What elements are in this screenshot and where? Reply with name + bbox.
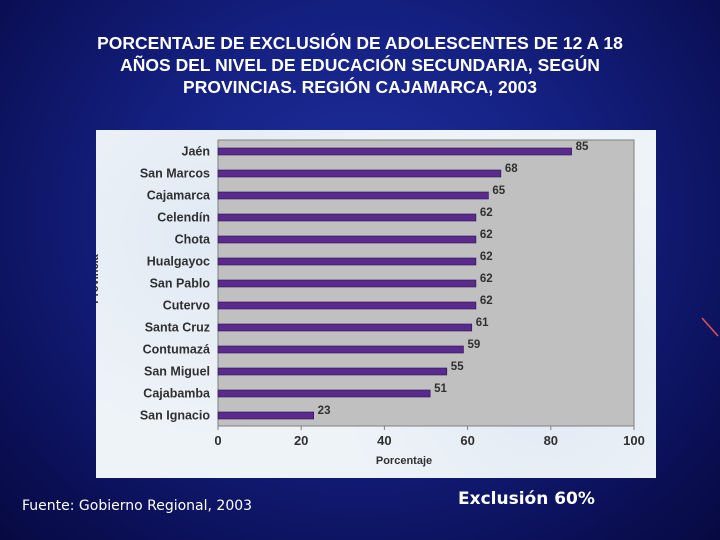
- x-tick-label: 100: [623, 433, 645, 448]
- data-label: 62: [480, 273, 493, 285]
- bar: [217, 389, 431, 398]
- title-line-3: PROVINCIAS. REGIÓN CAJAMARCA, 2003: [183, 77, 537, 97]
- bar: [217, 257, 477, 266]
- category-label: Cutervo: [163, 299, 211, 313]
- bar: [217, 191, 489, 200]
- category-label: Santa Cruz: [145, 321, 210, 335]
- data-label: 62: [480, 295, 493, 307]
- slide-title: PORCENTAJE DE EXCLUSIÓN DE ADOLESCENTES …: [30, 32, 690, 98]
- bar-chart: Jaén 85 San Marcos 68 Cajamarca 65 Celendín 62 C…: [96, 139, 645, 467]
- bar: [217, 367, 448, 376]
- x-tick-label: 80: [544, 433, 558, 448]
- x-tick-label: 40: [377, 433, 391, 448]
- exclusion-summary: Exclusión 60%: [458, 489, 595, 509]
- category-label: Contumazá: [143, 343, 210, 357]
- chart-panel: Jaén 85 San Marcos 68 Cajamarca 65 Celendín 62 C…: [96, 130, 656, 478]
- category-label: San Pablo: [150, 277, 211, 291]
- data-label: 62: [480, 229, 493, 241]
- bar: [217, 147, 572, 156]
- x-tick-label: 0: [214, 433, 221, 448]
- category-label: Cajabamba: [143, 387, 211, 401]
- category-label: San Ignacio: [140, 409, 211, 423]
- bar: [217, 235, 477, 244]
- x-tick-label: 20: [294, 433, 308, 448]
- category-label: Celendín: [157, 211, 210, 225]
- bar: [217, 345, 464, 354]
- bar: [217, 301, 477, 310]
- data-label: 51: [434, 383, 447, 395]
- category-label: Hualgayoc: [147, 255, 210, 269]
- title-line-2: AÑOS DEL NIVEL DE EDUCACIÓN SECUNDARIA, …: [120, 55, 600, 75]
- category-label: Cajamarca: [147, 189, 211, 203]
- source-note: Fuente: Gobierno Regional, 2003: [22, 498, 253, 514]
- data-label: 23: [318, 405, 331, 417]
- x-axis-label: Porcentaje: [376, 455, 432, 467]
- data-label: 59: [467, 339, 480, 351]
- bar: [217, 411, 314, 420]
- y-axis-label: Provincia: [96, 253, 101, 303]
- decorative-line: [701, 317, 719, 337]
- data-label: 62: [480, 207, 493, 219]
- data-label: 65: [492, 185, 505, 197]
- category-label: Jaén: [182, 145, 211, 159]
- category-label: San Miguel: [144, 365, 210, 379]
- category-label: Chota: [175, 233, 211, 247]
- data-label: 68: [505, 163, 518, 175]
- bar: [217, 169, 502, 178]
- x-tick-label: 60: [460, 433, 474, 448]
- data-label: 85: [576, 141, 589, 153]
- data-label: 62: [480, 251, 493, 263]
- bar: [217, 323, 473, 332]
- category-label: San Marcos: [140, 167, 210, 181]
- title-line-1: PORCENTAJE DE EXCLUSIÓN DE ADOLESCENTES …: [97, 33, 623, 53]
- data-label: 55: [451, 361, 464, 373]
- data-label: 61: [476, 317, 489, 329]
- bar: [217, 279, 477, 288]
- bar: [217, 213, 477, 222]
